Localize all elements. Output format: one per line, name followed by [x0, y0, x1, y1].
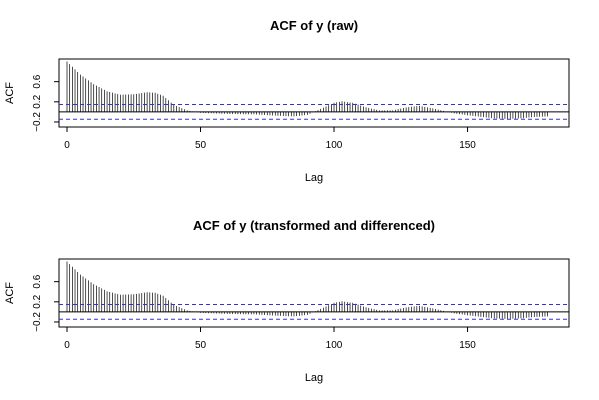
y-axis-label: ACF [4, 82, 16, 104]
x-axis-ticks: 0 50 100 150 [64, 127, 476, 151]
x-axis-ticks: 0 50 100 150 [64, 327, 476, 351]
confidence-bounds [59, 104, 569, 120]
x-tick-label: 100 [326, 140, 343, 151]
x-tick-label: 100 [326, 340, 343, 351]
acf-bars [66, 61, 548, 119]
x-axis-label: Lag [305, 372, 323, 384]
x-tick-label: 150 [459, 340, 476, 351]
y-axis-ticks: −0.2 0.2 0.6 [32, 274, 59, 332]
x-tick-label: 50 [195, 140, 207, 151]
y-tick-label: 0.6 [32, 274, 43, 288]
y-axis-label: ACF [4, 282, 16, 304]
acf-bars [66, 261, 548, 319]
y-tick-label: 0.6 [32, 74, 43, 88]
y-tick-label: 0.2 [32, 294, 43, 308]
x-tick-label: 150 [459, 140, 476, 151]
plot-frame [58, 258, 570, 328]
x-tick-label: 0 [64, 340, 70, 351]
y-tick-label: −0.2 [32, 112, 43, 132]
x-tick-label: 50 [195, 340, 207, 351]
x-axis-label: Lag [305, 172, 323, 184]
chart-title: ACF of y (transformed and differenced) [193, 218, 435, 233]
y-tick-label: 0.2 [32, 94, 43, 108]
acf-panel-raw: ACF of y (raw) Lag ACF 0 50 100 150 −0.2 0.2… [4, 18, 570, 184]
y-axis-ticks: −0.2 0.2 0.6 [32, 74, 59, 132]
confidence-bounds [59, 304, 569, 320]
x-tick-label: 0 [64, 140, 70, 151]
acf-panel-transformed: ACF of y (transformed and differenced) L… [4, 218, 570, 384]
y-tick-label: −0.2 [32, 312, 43, 332]
chart-title: ACF of y (raw) [270, 18, 358, 33]
plot-frame [58, 58, 570, 128]
